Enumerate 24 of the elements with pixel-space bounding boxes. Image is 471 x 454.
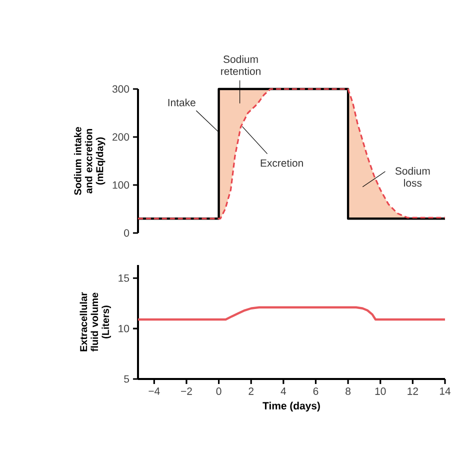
x-tick-label: 10 — [375, 388, 386, 395]
x-tick-label: 6 — [313, 388, 318, 395]
y-tick-label: 5 — [124, 375, 130, 383]
x-tick-label: 8 — [346, 388, 351, 395]
x-tick-label: 4 — [280, 388, 286, 395]
annotation: Sodium loss — [395, 167, 430, 187]
text: Sodium retention — [221, 55, 260, 75]
x-axis-title: Time (days) — [262, 402, 320, 412]
x-tick-label: −2 — [181, 388, 192, 395]
y-tick-label: 10 — [118, 324, 130, 332]
text: Intake — [168, 98, 196, 106]
y-tick-label: 0 — [124, 229, 130, 237]
x-tick-label: 0 — [216, 388, 222, 395]
x-tick-label: −4 — [148, 388, 160, 395]
y-tick-label: 100 — [112, 181, 130, 189]
y-tick-label: 15 — [118, 274, 130, 282]
x-tick-label: 12 — [408, 388, 418, 395]
y-tick-label: 300 — [112, 85, 130, 93]
y-axis-title: Sodium intake and excretion (mEq/day) — [74, 127, 106, 196]
y-axis-title: Extracellular fluid volume (Liters) — [80, 292, 111, 352]
x-tick-label: 2 — [248, 388, 254, 395]
text: Excretion — [260, 159, 303, 167]
x-tick-label: 14 — [440, 388, 450, 395]
y-tick-label: 200 — [112, 133, 130, 141]
